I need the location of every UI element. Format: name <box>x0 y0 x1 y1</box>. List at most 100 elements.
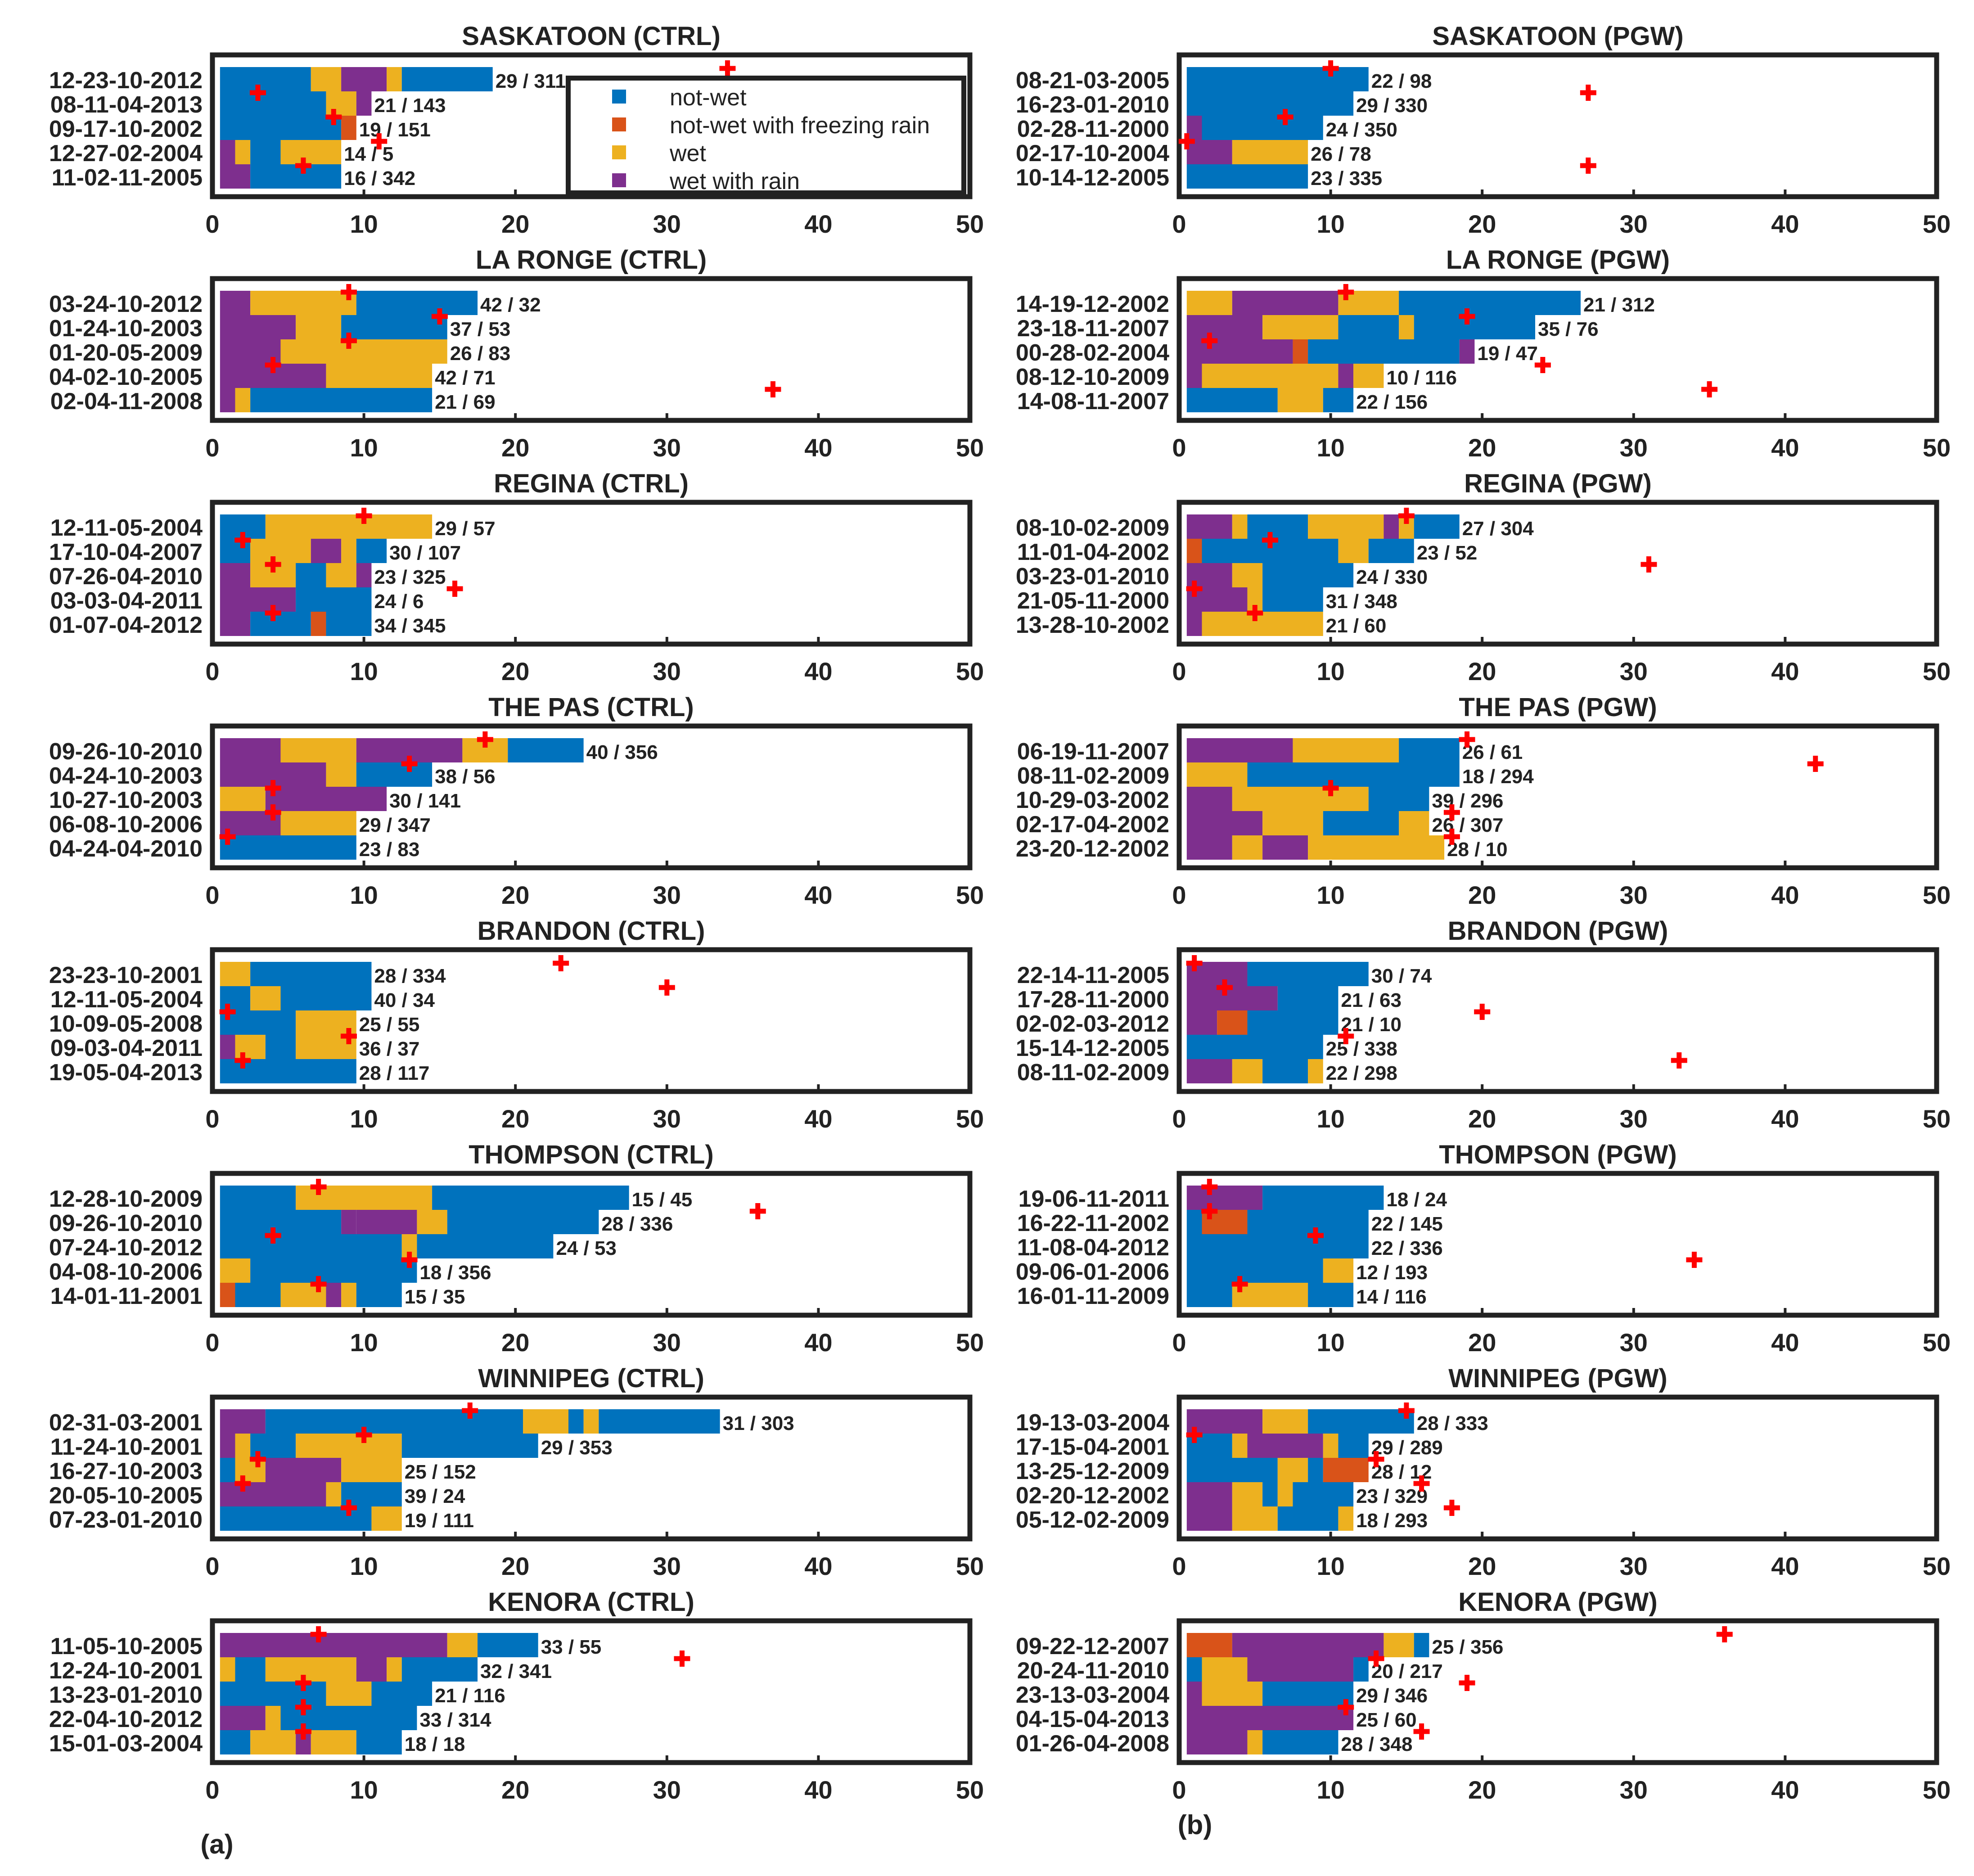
bar-segment <box>1338 1434 1369 1458</box>
category-label: 07-23-01-2010 <box>49 1507 203 1533</box>
event-marker <box>265 605 281 621</box>
x-tick-label: 10 <box>350 210 378 238</box>
event-marker <box>658 979 675 996</box>
bar-label: 40 / 34 <box>374 989 435 1011</box>
bar-label: 28 / 336 <box>601 1213 673 1235</box>
axes-frame <box>210 723 973 870</box>
x-tick-label: 50 <box>1923 1328 1951 1357</box>
bar-segment <box>1186 787 1232 811</box>
category-label: 04-24-10-2003 <box>49 763 203 789</box>
x-tick-label: 30 <box>1620 1552 1648 1580</box>
bar-label: 38 / 56 <box>435 766 496 788</box>
event-marker <box>265 357 281 373</box>
chart-title: THE PAS (PGW) <box>1459 693 1657 722</box>
bar-label: 28 / 117 <box>359 1062 430 1084</box>
category-label: 20-05-10-2005 <box>49 1483 203 1509</box>
x-tick-label: 50 <box>956 1105 984 1133</box>
category-label: 04-02-10-2005 <box>49 364 203 390</box>
bar-segment <box>1186 1258 1323 1283</box>
bar-segment <box>1186 1682 1202 1706</box>
bar-segment <box>1186 612 1202 636</box>
bar-segment <box>1262 1482 1278 1506</box>
axes-frame <box>210 947 973 1094</box>
bar-segment <box>220 67 311 91</box>
event-marker <box>1413 1475 1430 1492</box>
event-marker <box>1201 1203 1218 1219</box>
bar-segment <box>1338 1506 1354 1531</box>
bar-segment <box>1308 514 1384 539</box>
bar-segment <box>356 1730 402 1754</box>
bar-segment <box>1186 539 1202 563</box>
x-tick-label: 20 <box>1468 881 1496 909</box>
bar-label: 18 / 294 <box>1462 766 1534 788</box>
event-marker <box>234 532 251 548</box>
bar-segment <box>1232 1633 1384 1657</box>
category-label: 16-27-10-2003 <box>49 1458 203 1484</box>
category-label: 02-02-03-2012 <box>1016 1011 1169 1037</box>
event-marker <box>1398 1402 1415 1419</box>
event-marker <box>1398 508 1415 524</box>
bar-segment <box>568 1409 584 1434</box>
category-label: 09-17-10-2002 <box>49 116 203 142</box>
bar-segment <box>1186 738 1293 762</box>
x-tick-label: 50 <box>956 433 984 462</box>
x-tick-label: 20 <box>1468 1552 1496 1580</box>
x-tick-label: 50 <box>1923 657 1951 685</box>
bar-label: 19 / 47 <box>1477 343 1538 365</box>
bar-label: 16 / 342 <box>344 167 415 189</box>
bar-segment <box>1338 291 1399 315</box>
category-label: 03-24-10-2012 <box>49 291 203 317</box>
x-tick-label: 20 <box>501 1105 529 1133</box>
category-label: 17-10-04-2007 <box>49 539 203 565</box>
legend: not-wet not-wet with freezing rain wet w… <box>566 76 966 195</box>
legend-label-freezing-rain: not-wet with freezing rain <box>670 113 930 139</box>
bar-segment <box>280 738 356 762</box>
bar-label: 25 / 55 <box>359 1014 420 1036</box>
bar-segment <box>326 762 356 787</box>
bar-segment <box>250 962 372 986</box>
bar-label: 39 / 296 <box>1432 790 1503 812</box>
legend-label-not-wet: not-wet <box>670 85 747 111</box>
event-marker <box>340 333 357 349</box>
category-label: 03-03-04-2011 <box>50 588 203 614</box>
event-marker <box>234 1475 251 1492</box>
bar-segment <box>1186 116 1202 140</box>
bar-segment <box>356 539 387 563</box>
bar-segment <box>1186 762 1248 787</box>
x-tick-label: 0 <box>205 1105 219 1133</box>
bar-segment <box>326 1283 342 1307</box>
bar-segment <box>1277 1506 1339 1531</box>
bar-segment <box>1186 1633 1232 1657</box>
x-tick-label: 20 <box>501 657 529 685</box>
bar-segment <box>220 1706 266 1730</box>
bar-segment <box>356 563 372 587</box>
bar-segment <box>508 738 584 762</box>
chart-panel: SASKATOON (PGW)22 / 98 08-21-03-2005 29 / … <box>1016 22 1951 238</box>
bar-segment <box>387 67 402 91</box>
event-marker <box>1338 1699 1354 1715</box>
bar-segment <box>447 1633 478 1657</box>
bar-segment <box>220 1035 235 1059</box>
x-tick-label: 30 <box>1620 1105 1648 1133</box>
x-tick-label: 0 <box>205 1776 219 1804</box>
x-tick-label: 40 <box>804 1328 832 1357</box>
bar-segment <box>1232 1482 1263 1506</box>
x-tick-label: 30 <box>1620 657 1648 685</box>
bar-segment <box>235 1035 266 1059</box>
x-tick-label: 10 <box>350 1105 378 1133</box>
x-tick-label: 10 <box>1316 433 1344 462</box>
bar-label: 14 / 116 <box>1356 1286 1427 1308</box>
bar-segment <box>250 539 311 563</box>
axes-frame <box>1176 1171 1939 1318</box>
bar-segment <box>1338 364 1354 388</box>
event-marker <box>477 731 493 748</box>
bar-segment <box>1186 67 1369 91</box>
category-label: 12-11-05-2004 <box>50 515 203 541</box>
category-label: 19-05-04-2013 <box>49 1060 203 1086</box>
event-marker <box>674 1651 690 1667</box>
x-tick-label: 20 <box>1468 210 1496 238</box>
event-marker <box>1459 308 1475 325</box>
bar-segment <box>1338 315 1399 339</box>
bar-label: 30 / 141 <box>389 790 461 812</box>
bar-segment <box>326 1682 372 1706</box>
